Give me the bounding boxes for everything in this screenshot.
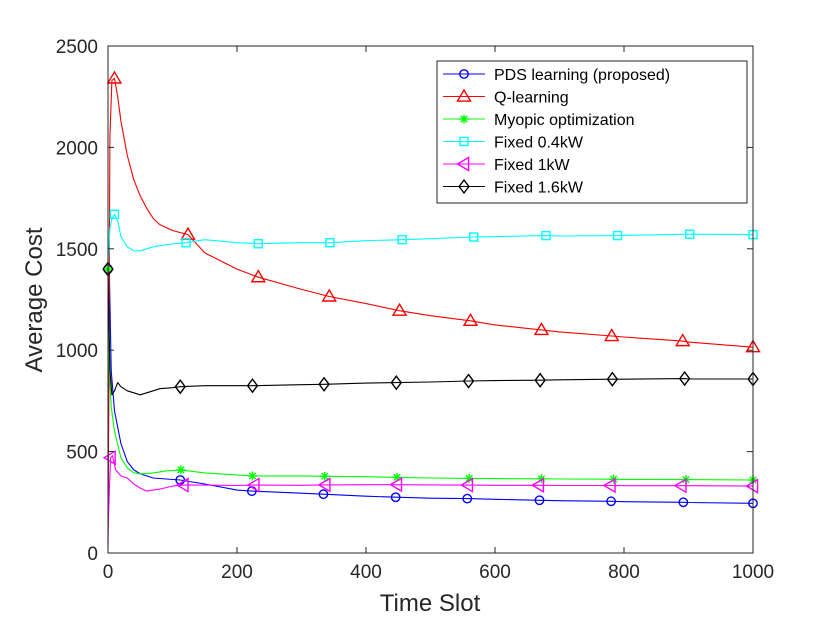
legend-label: Fixed 0.4kW bbox=[494, 135, 584, 152]
legend-entry: Fixed 1.6kW bbox=[443, 178, 584, 197]
data-point bbox=[602, 477, 616, 494]
data-point bbox=[392, 472, 402, 482]
series-layer bbox=[102, 70, 761, 547]
data-point bbox=[462, 493, 473, 504]
data-point bbox=[678, 370, 691, 387]
y-tick-label: 2500 bbox=[56, 37, 98, 58]
y-tick-label: 2000 bbox=[56, 138, 98, 159]
legend-entry: Q-learning bbox=[443, 88, 569, 107]
data-point bbox=[325, 238, 335, 248]
x-tick-label: 200 bbox=[221, 562, 253, 583]
data-point bbox=[397, 234, 407, 245]
data-point bbox=[320, 471, 330, 481]
legend-entry: Fixed 0.4kW bbox=[443, 135, 584, 152]
legend-marker bbox=[459, 69, 469, 79]
x-tick-label: 400 bbox=[350, 562, 382, 583]
legend-marker bbox=[456, 156, 470, 172]
series-line bbox=[107, 213, 754, 270]
data-point bbox=[250, 269, 267, 283]
series-line bbox=[107, 77, 754, 543]
data-point bbox=[390, 374, 403, 391]
x-tick-label: 800 bbox=[608, 562, 640, 583]
data-point bbox=[246, 477, 260, 493]
data-point bbox=[318, 376, 330, 392]
data-point bbox=[673, 477, 687, 494]
axes: 0 200 400 600 800 1000 0 500 1000 1500 2000 2500 bbox=[56, 37, 774, 583]
y-tick-label: 1000 bbox=[56, 341, 98, 362]
data-point bbox=[102, 449, 116, 466]
data-point bbox=[389, 476, 403, 493]
x-tick-label: 1000 bbox=[732, 562, 774, 583]
legend-label: Q-learning bbox=[494, 90, 569, 107]
data-point bbox=[534, 372, 546, 388]
series-5 bbox=[102, 449, 759, 533]
legend-label: Fixed 1.6kW bbox=[494, 180, 584, 197]
series-4 bbox=[107, 209, 758, 270]
data-point bbox=[391, 302, 408, 316]
series-line bbox=[107, 455, 754, 533]
data-point bbox=[464, 473, 474, 483]
data-point bbox=[106, 70, 123, 84]
legend-entry: Myopic optimization bbox=[443, 112, 635, 129]
data-point bbox=[390, 492, 401, 503]
series-line bbox=[107, 268, 754, 547]
y-tick-label: 1500 bbox=[56, 240, 98, 261]
data-point bbox=[174, 379, 186, 395]
data-point bbox=[317, 477, 331, 493]
legend-box bbox=[436, 60, 748, 204]
legend: PDS learning (proposed) Q-learning Myopic … bbox=[436, 60, 748, 204]
legend-marker bbox=[456, 88, 472, 102]
data-point bbox=[678, 497, 689, 508]
y-axis-title: Average Cost bbox=[21, 227, 48, 372]
legend-marker bbox=[459, 114, 469, 124]
data-point bbox=[246, 378, 259, 394]
data-point bbox=[685, 229, 695, 239]
data-point bbox=[460, 477, 474, 493]
legend-label: Myopic optimization bbox=[494, 112, 635, 129]
data-point bbox=[606, 371, 619, 387]
data-point bbox=[462, 312, 479, 327]
data-point bbox=[176, 465, 186, 475]
legend-marker bbox=[458, 178, 470, 195]
data-point bbox=[321, 288, 337, 302]
data-point bbox=[534, 495, 545, 506]
data-point bbox=[536, 474, 546, 484]
data-point bbox=[674, 333, 691, 347]
data-point bbox=[253, 239, 263, 249]
data-point bbox=[612, 230, 623, 241]
x-tick-label: 600 bbox=[479, 562, 511, 583]
x-tick-label: 0 bbox=[103, 562, 114, 583]
series-line bbox=[107, 269, 754, 481]
axes-frame bbox=[107, 45, 754, 554]
series-6 bbox=[102, 261, 759, 396]
data-point bbox=[109, 209, 120, 220]
data-point bbox=[541, 230, 551, 241]
legend-label: PDS learning (proposed) bbox=[494, 67, 670, 84]
series-line bbox=[107, 269, 753, 396]
data-point bbox=[181, 238, 191, 248]
data-point bbox=[469, 232, 479, 242]
legend-entry: Fixed 1kW bbox=[443, 156, 570, 174]
y-tick-label: 500 bbox=[66, 443, 98, 464]
data-point bbox=[530, 477, 545, 493]
data-point bbox=[462, 373, 475, 389]
series-2 bbox=[106, 70, 761, 543]
data-point bbox=[247, 471, 257, 481]
data-point bbox=[745, 478, 759, 494]
legend-label: Fixed 1kW bbox=[494, 157, 570, 174]
data-point bbox=[533, 322, 550, 336]
data-point bbox=[606, 496, 616, 507]
legend-entry: PDS learning (proposed) bbox=[443, 67, 670, 84]
legend-marker bbox=[459, 136, 469, 147]
data-point bbox=[318, 489, 329, 500]
x-axis-title: Time Slot bbox=[380, 590, 481, 617]
y-tick-label: 0 bbox=[87, 544, 98, 565]
data-point bbox=[604, 328, 620, 342]
data-point bbox=[175, 477, 189, 493]
